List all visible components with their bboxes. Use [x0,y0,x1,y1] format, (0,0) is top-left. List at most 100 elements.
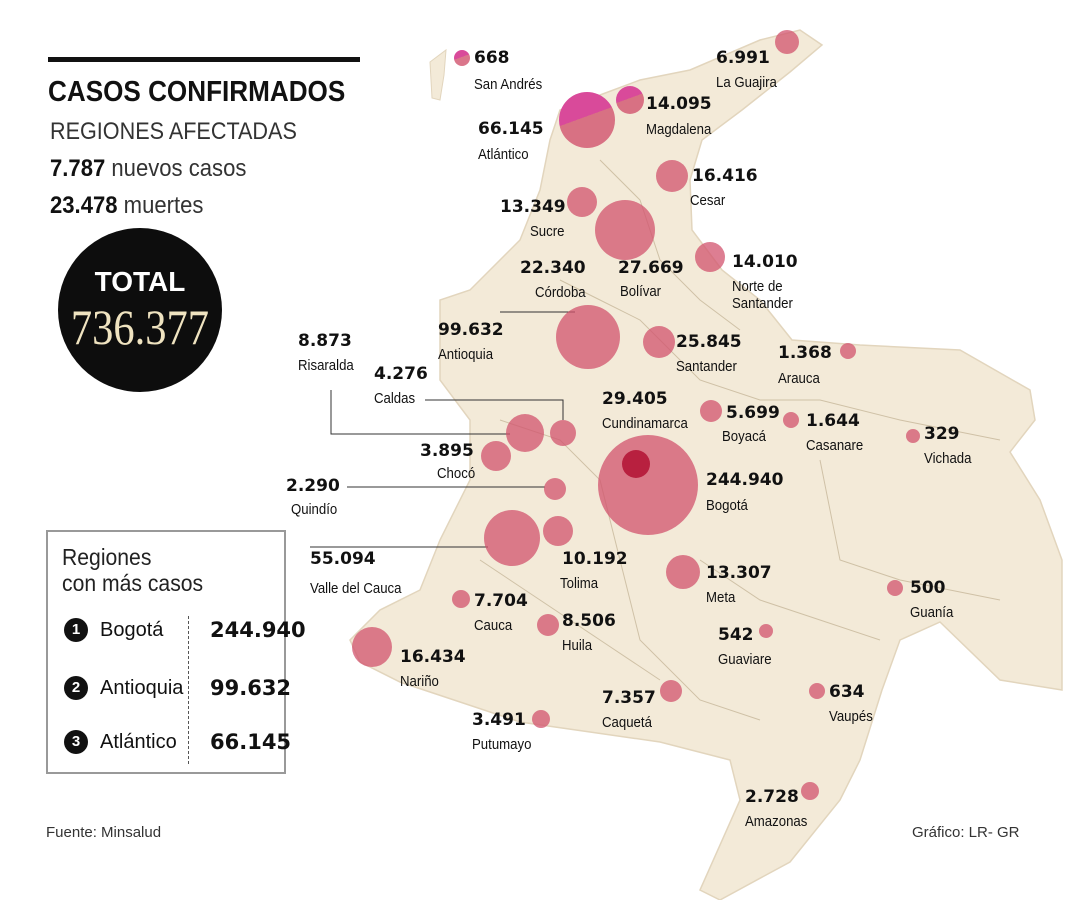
region-value-guania: 500 [910,578,946,598]
region-value-narino: 16.434 [400,647,466,667]
region-name-cordoba: Córdoba [535,284,586,301]
bubble-amazonas [801,782,819,800]
bubble-tolima [543,516,573,546]
region-value-choco: 3.895 [420,441,474,461]
bubble-cundinamarca [622,450,650,478]
region-name-magdalena: Magdalena [646,121,712,138]
bubble-bogota [598,435,698,535]
region-value-huila: 8.506 [562,611,616,631]
region-name-san-andres: San Andrés [474,76,543,93]
region-name-quindio: Quindío [291,501,338,518]
bubble-risaralda [506,414,544,452]
region-name-la-guajira: La Guajira [716,74,777,91]
rank-badge: 2 [64,676,88,700]
legend-item: 1 Bogotá 244.940 [64,618,306,642]
bubble-casanare [783,412,799,428]
region-name-tolima: Tolima [560,575,599,592]
page-subtitle: REGIONES AFECTADAS [50,118,297,145]
bubble-cesar [656,160,688,192]
region-name-narino: Nariño [400,673,439,690]
region-value-cauca: 7.704 [474,591,528,611]
region-value-risaralda: 8.873 [298,331,352,351]
bubble-la-guajira [775,30,799,54]
region-value-amazonas: 2.728 [745,787,799,807]
region-name-cesar: Cesar [690,192,726,209]
region-name-santander: Santander [676,358,737,375]
bubble-choco [481,441,511,471]
legend-region: Atlántico [100,730,177,753]
bubble-huila [537,614,559,636]
title-rule [48,57,360,62]
bubble-sucre [567,187,597,217]
department-borders [479,159,1001,721]
region-name-bolivar: Bolívar [620,283,662,300]
legend-value: 66.145 [210,730,292,754]
bubble-norte-de-santander [695,242,725,272]
region-name-sucre: Sucre [530,223,565,240]
bubble-boyaca [700,400,722,422]
region-name-choco: Chocó [437,465,476,482]
region-name-vichada: Vichada [924,450,972,467]
region-value-cesar: 16.416 [692,166,758,186]
page-title: CASOS CONFIRMADOS [48,76,346,108]
deaths-label: muertes [123,192,204,219]
bubble-san-andres [454,50,470,66]
total-value: 736.377 [70,299,210,355]
colombia-mainland [349,29,1063,900]
top-regions-legend: Regiones con más casos 1 Bogotá 244.940 … [46,530,306,774]
region-name-meta: Meta [706,589,736,606]
new-cases: 7.787 nuevos casos [50,155,246,183]
bubble-bolivar [595,200,655,260]
deaths: 23.478 muertes [50,192,203,220]
san-andres-island [429,48,447,101]
legend-item: 3 Atlántico 66.145 [64,730,291,754]
region-value-cundinamarca: 29.405 [602,389,668,409]
region-name-guaviare: Guaviare [718,651,772,668]
rank-badge: 3 [64,730,88,754]
region-value-antioquia: 99.632 [438,320,504,340]
region-name-cundinamarca: Cundinamarca [602,415,688,432]
region-name-guania: Guanía [910,604,954,621]
region-value-magdalena: 14.095 [646,94,712,114]
bubble-vichada [906,429,920,443]
region-value-la-guajira: 6.991 [716,48,770,68]
total-badge: TOTAL 736.377 [58,228,222,392]
region-value-casanare: 1.644 [806,411,860,431]
region-value-tolima: 10.192 [562,549,628,569]
region-value-santander: 25.845 [676,332,742,352]
region-name-huila: Huila [562,637,593,654]
bubble-vaupes [809,683,825,699]
credit-note: Gráfico: LR- GR [912,824,1020,841]
region-name-boyaca: Boyacá [722,428,767,445]
legend-divider [188,616,189,764]
region-value-sucre: 13.349 [500,197,566,217]
region-value-putumayo: 3.491 [472,710,526,730]
new-cases-label: nuevos casos [111,155,247,182]
bubble-caqueta [660,680,682,702]
region-name-putumayo: Putumayo [472,736,532,753]
bubble-meta [666,555,700,589]
region-value-arauca: 1.368 [778,343,832,363]
bubble-atlantico [559,92,615,148]
region-value-meta: 13.307 [706,563,772,583]
new-cases-value: 7.787 [50,155,106,182]
region-value-vaupes: 634 [829,682,865,702]
region-value-cordoba: 22.340 [520,258,586,278]
legend-title-line2: con más casos [62,570,204,597]
region-value-atlantico: 66.145 [478,119,544,139]
bubble-caldas [550,420,576,446]
legend-value: 99.632 [210,676,292,700]
region-name-casanare: Casanare [806,437,864,454]
bubble-valle-del-cauca [484,510,540,566]
region-name-vaupes: Vaupés [829,708,873,725]
bubble-magdalena [616,86,644,114]
bubble-antioquia [556,305,620,369]
region-value-guaviare: 542 [718,625,754,645]
region-name-atlantico: Atlántico [478,146,529,163]
region-value-bolivar: 27.669 [618,258,684,278]
leader-lines [310,311,575,548]
region-name-caqueta: Caquetá [602,714,652,731]
region-value-caldas: 4.276 [374,364,428,384]
deaths-value: 23.478 [50,192,118,219]
